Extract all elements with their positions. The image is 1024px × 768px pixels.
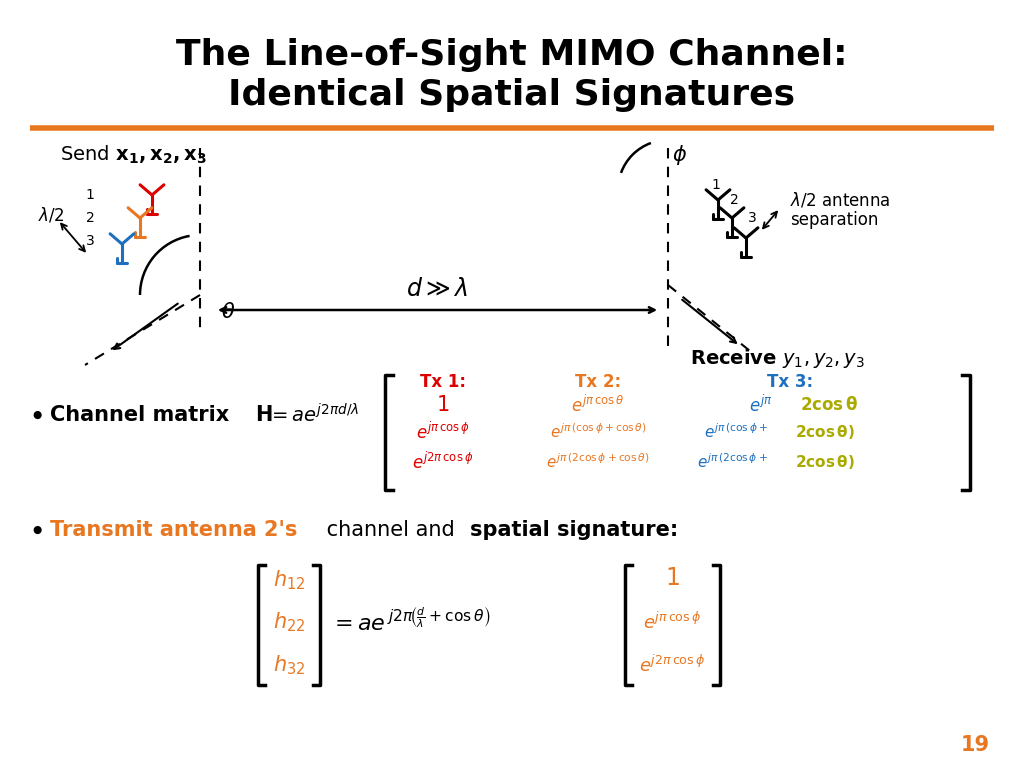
- Text: Identical Spatial Signatures: Identical Spatial Signatures: [228, 78, 796, 112]
- Text: The Line-of-Sight MIMO Channel:: The Line-of-Sight MIMO Channel:: [176, 38, 848, 72]
- Text: $e^{j\pi\,\cos\phi}$: $e^{j\pi\,\cos\phi}$: [416, 422, 470, 442]
- Text: $e^{j\pi\,(\cos\phi+\cos\theta)}$: $e^{j\pi\,(\cos\phi+\cos\theta)}$: [550, 422, 646, 442]
- Text: $\lambda$/2 antenna: $\lambda$/2 antenna: [790, 190, 891, 210]
- Text: 3: 3: [86, 234, 94, 248]
- Text: $e^{j\pi\,\cos\theta}$: $e^{j\pi\,\cos\theta}$: [571, 395, 625, 415]
- Text: 3: 3: [748, 211, 757, 225]
- Text: $\phi$: $\phi$: [673, 143, 687, 167]
- Text: $e^{j\pi\,(2\cos\phi+}$: $e^{j\pi\,(2\cos\phi+}$: [697, 452, 768, 472]
- Text: 2: 2: [730, 193, 738, 207]
- Text: $e^{j\pi\,(\cos\phi+}$: $e^{j\pi\,(\cos\phi+}$: [705, 422, 768, 442]
- Text: Transmit antenna 2's: Transmit antenna 2's: [50, 520, 297, 540]
- Text: 1: 1: [86, 188, 94, 202]
- Text: separation: separation: [790, 211, 879, 229]
- Text: $\bullet$: $\bullet$: [28, 401, 43, 429]
- Text: $e^{j\pi}$: $e^{j\pi}$: [749, 395, 772, 415]
- Text: $h_{12}$: $h_{12}$: [272, 568, 305, 592]
- Text: Send $\bf{x_1, x_2, x_3}$: Send $\bf{x_1, x_2, x_3}$: [60, 144, 207, 166]
- Text: $\mathbf{H}$: $\mathbf{H}$: [248, 405, 272, 425]
- Text: $\lambda/2$: $\lambda/2$: [38, 206, 65, 224]
- Text: $= ae^{j2\pi d/\lambda}$: $= ae^{j2\pi d/\lambda}$: [268, 403, 359, 426]
- Text: $e^{j\pi\,(2\cos\phi+\cos\theta)}$: $e^{j\pi\,(2\cos\phi+\cos\theta)}$: [546, 452, 650, 472]
- Text: $d \gg \lambda$: $d \gg \lambda$: [406, 279, 468, 302]
- Text: $h_{32}$: $h_{32}$: [272, 654, 305, 677]
- Text: Tx 2:: Tx 2:: [574, 373, 622, 391]
- Text: channel and: channel and: [319, 520, 462, 540]
- Text: $= ae^{\,j2\pi\!\left(\frac{d}{\lambda}+\cos\theta\right)}$: $= ae^{\,j2\pi\!\left(\frac{d}{\lambda}+…: [330, 608, 490, 636]
- Text: Channel matrix: Channel matrix: [50, 405, 229, 425]
- Text: $1$: $1$: [436, 395, 450, 415]
- Text: $e^{j2\pi\,\cos\phi}$: $e^{j2\pi\,\cos\phi}$: [639, 654, 706, 676]
- Text: 19: 19: [961, 735, 990, 755]
- Text: Tx 3:: Tx 3:: [767, 373, 813, 391]
- Text: $\theta$: $\theta$: [221, 302, 236, 322]
- Text: $e^{j\pi\,\cos\phi}$: $e^{j\pi\,\cos\phi}$: [643, 611, 701, 633]
- Text: 1: 1: [712, 178, 721, 192]
- Text: Tx 1:: Tx 1:: [420, 373, 466, 391]
- Text: $e^{j2\pi\,\cos\phi}$: $e^{j2\pi\,\cos\phi}$: [413, 452, 474, 472]
- Text: $h_{22}$: $h_{22}$: [272, 611, 305, 634]
- Text: $\mathbf{2cos\,\theta)}$: $\mathbf{2cos\,\theta)}$: [795, 453, 855, 471]
- Text: $\bullet$: $\bullet$: [28, 516, 43, 544]
- Text: $1$: $1$: [665, 566, 679, 590]
- Text: spatial signature:: spatial signature:: [470, 520, 678, 540]
- Text: 2: 2: [86, 211, 94, 225]
- Text: $\mathbf{2cos\,\theta)}$: $\mathbf{2cos\,\theta)}$: [795, 423, 855, 441]
- Text: Receive $\mathit{y_1, y_2, y_3}$: Receive $\mathit{y_1, y_2, y_3}$: [690, 346, 865, 369]
- Text: $\mathbf{2cos\,\theta}$: $\mathbf{2cos\,\theta}$: [800, 396, 858, 414]
